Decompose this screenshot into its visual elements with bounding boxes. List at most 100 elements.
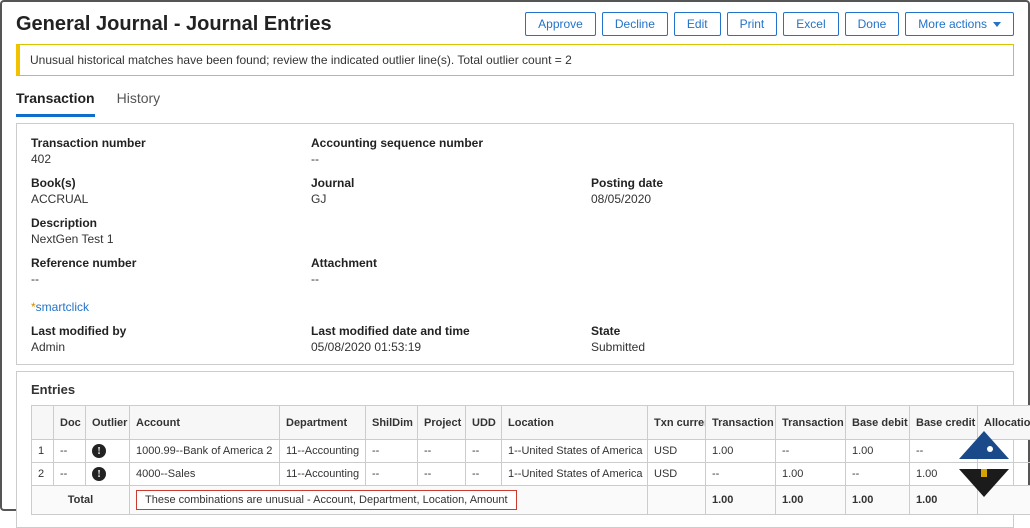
entries-panel: Entries Doc Outlier Account Department S… <box>16 371 1014 528</box>
more-actions-label: More actions <box>918 17 987 31</box>
state-label: State <box>591 324 999 338</box>
total-base-credit: 1.00 <box>910 486 978 515</box>
last-mod-by-value: Admin <box>31 340 301 354</box>
col-outlier: Outlier <box>86 406 130 440</box>
cell-shildim: -- <box>366 440 418 463</box>
acct-seq-label: Accounting sequence number <box>311 136 581 150</box>
col-txn-credit: Transaction credit <box>776 406 846 440</box>
done-button[interactable]: Done <box>845 12 900 36</box>
cell-txn-debit: -- <box>706 463 776 486</box>
cell-project: -- <box>418 463 466 486</box>
cell-udd: -- <box>466 463 502 486</box>
cell-udd: -- <box>466 440 502 463</box>
outlier-alert: Unusual historical matches have been fou… <box>16 44 1014 76</box>
cell-outlier: ! <box>86 440 130 463</box>
cell-project: -- <box>418 440 466 463</box>
field-state: State Submitted <box>591 324 999 354</box>
cell-location: 1--United States of America <box>502 463 648 486</box>
tab-history[interactable]: History <box>117 84 161 117</box>
total-outlier-msg-cell: These combinations are unusual - Account… <box>130 486 648 515</box>
col-department: Department <box>280 406 366 440</box>
edit-button[interactable]: Edit <box>674 12 721 36</box>
table-row[interactable]: 1--!1000.99--Bank of America 211--Accoun… <box>32 440 1030 463</box>
cell-allocation: -- <box>978 440 1030 463</box>
posting-date-label: Posting date <box>591 176 999 190</box>
reference-value: -- <box>31 272 301 286</box>
outlier-info-icon[interactable]: ! <box>92 444 106 458</box>
col-udd: UDD <box>466 406 502 440</box>
entries-title: Entries <box>31 382 999 397</box>
cell-allocation: -- <box>978 463 1030 486</box>
cell-doc: -- <box>54 440 86 463</box>
col-base-debit: Base debit (USD) <box>846 406 910 440</box>
col-doc: Doc <box>54 406 86 440</box>
state-value: Submitted <box>591 340 999 354</box>
cell-txn-credit: 1.00 <box>776 463 846 486</box>
books-value: ACCRUAL <box>31 192 301 206</box>
cell-currency: USD <box>648 440 706 463</box>
field-books: Book(s) ACCRUAL <box>31 176 301 206</box>
total-base-debit: 1.00 <box>846 486 910 515</box>
approve-button[interactable]: Approve <box>525 12 596 36</box>
tabs: Transaction History <box>2 84 1028 117</box>
field-description: Description NextGen Test 1 <box>31 216 301 246</box>
posting-date-value: 08/05/2020 <box>591 192 999 206</box>
cell-location: 1--United States of America <box>502 440 648 463</box>
reference-label: Reference number <box>31 256 301 270</box>
chevron-down-icon <box>993 22 1001 27</box>
cell-doc: -- <box>54 463 86 486</box>
txn-number-label: Transaction number <box>31 136 301 150</box>
page-title: General Journal - Journal Entries <box>16 13 332 36</box>
print-button[interactable]: Print <box>727 12 778 36</box>
col-row <box>32 406 54 440</box>
cell-account: 4000--Sales <box>130 463 280 486</box>
smartclick-link[interactable]: smartclick <box>31 300 89 314</box>
last-mod-dt-value: 05/08/2020 01:53:19 <box>311 340 581 354</box>
cell-department: 11--Accounting <box>280 463 366 486</box>
outlier-info-icon[interactable]: ! <box>92 467 106 481</box>
attachment-label: Attachment <box>311 256 581 270</box>
cell-base-credit: -- <box>910 440 978 463</box>
field-txn-number: Transaction number 402 <box>31 136 301 166</box>
cell-account: 1000.99--Bank of America 2 <box>130 440 280 463</box>
last-mod-dt-label: Last modified date and time <box>311 324 581 338</box>
col-account: Account <box>130 406 280 440</box>
transaction-details-panel: Transaction number 402 Accounting sequen… <box>16 123 1014 365</box>
cell-outlier: ! <box>86 463 130 486</box>
total-txn-credit: 1.00 <box>776 486 846 515</box>
action-buttons: Approve Decline Edit Print Excel Done Mo… <box>525 12 1014 36</box>
cell-department: 11--Accounting <box>280 440 366 463</box>
field-posting-date: Posting date 08/05/2020 <box>591 176 999 206</box>
field-last-mod-dt: Last modified date and time 05/08/2020 0… <box>311 324 581 354</box>
more-actions-button[interactable]: More actions <box>905 12 1014 36</box>
journal-label: Journal <box>311 176 581 190</box>
description-value: NextGen Test 1 <box>31 232 301 246</box>
excel-button[interactable]: Excel <box>783 12 838 36</box>
tab-transaction[interactable]: Transaction <box>16 84 95 117</box>
field-last-mod-by: Last modified by Admin <box>31 324 301 354</box>
field-acct-seq: Accounting sequence number -- <box>311 136 581 166</box>
col-location: Location <box>502 406 648 440</box>
table-row[interactable]: 2--!4000--Sales11--Accounting------1--Un… <box>32 463 1030 486</box>
field-attachment: Attachment -- <box>311 256 581 286</box>
table-total-row: TotalThese combinations are unusual - Ac… <box>32 486 1030 515</box>
last-mod-by-label: Last modified by <box>31 324 301 338</box>
attachment-value: -- <box>311 272 581 286</box>
total-txn-debit: 1.00 <box>706 486 776 515</box>
entries-table: Doc Outlier Account Department ShilDim P… <box>31 405 1030 515</box>
col-allocation: Allocation <box>978 406 1030 440</box>
cell-currency: USD <box>648 463 706 486</box>
cell-rownum: 2 <box>32 463 54 486</box>
txn-number-value: 402 <box>31 152 301 166</box>
description-label: Description <box>31 216 301 230</box>
decline-button[interactable]: Decline <box>602 12 668 36</box>
col-txn-debit: Transaction debit <box>706 406 776 440</box>
acct-seq-value: -- <box>311 152 581 166</box>
cell-base-debit: -- <box>846 463 910 486</box>
cell-txn-debit: 1.00 <box>706 440 776 463</box>
header-bar: General Journal - Journal Entries Approv… <box>2 2 1028 44</box>
books-label: Book(s) <box>31 176 301 190</box>
cell-base-credit: 1.00 <box>910 463 978 486</box>
cell-txn-credit: -- <box>776 440 846 463</box>
entries-header-row: Doc Outlier Account Department ShilDim P… <box>32 406 1030 440</box>
